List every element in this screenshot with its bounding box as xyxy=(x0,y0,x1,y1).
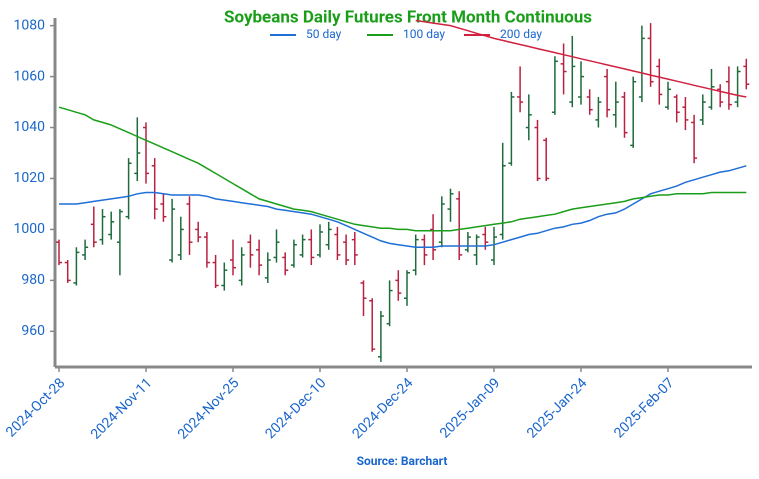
source-note: Source: Barchart xyxy=(357,454,448,468)
x-tick-label: 2025-Jan-24 xyxy=(524,375,591,442)
y-tick-label: 1080 xyxy=(14,17,46,33)
x-tick-label: 2024-Dec-24 xyxy=(349,375,416,442)
y-tick-label: 1040 xyxy=(14,119,46,135)
legend-label: 200 day xyxy=(500,27,542,41)
y-tick-label: 980 xyxy=(21,272,45,288)
y-tick-label: 960 xyxy=(21,323,45,339)
x-tick-label: 2024-Oct-28 xyxy=(3,375,68,440)
y-tick-label: 1020 xyxy=(14,170,46,186)
legend-label: 100 day xyxy=(403,27,445,41)
ma-line xyxy=(59,165,747,249)
x-tick-label: 2025-Feb-07 xyxy=(611,375,677,441)
legend-label: 50 day xyxy=(306,27,342,41)
ma-line xyxy=(415,19,747,98)
x-tick-label: 2025-Jan-09 xyxy=(437,375,503,441)
x-tick-label: 2024-Nov-11 xyxy=(88,375,156,443)
x-tick-label: 2024-Dec-10 xyxy=(262,375,329,442)
chart-title: Soybeans Daily Futures Front Month Conti… xyxy=(224,7,592,27)
y-tick-label: 1060 xyxy=(14,68,46,84)
ma-line xyxy=(58,106,747,232)
x-tick-label: 2024-Nov-25 xyxy=(175,375,243,443)
y-tick-label: 1000 xyxy=(14,221,46,237)
